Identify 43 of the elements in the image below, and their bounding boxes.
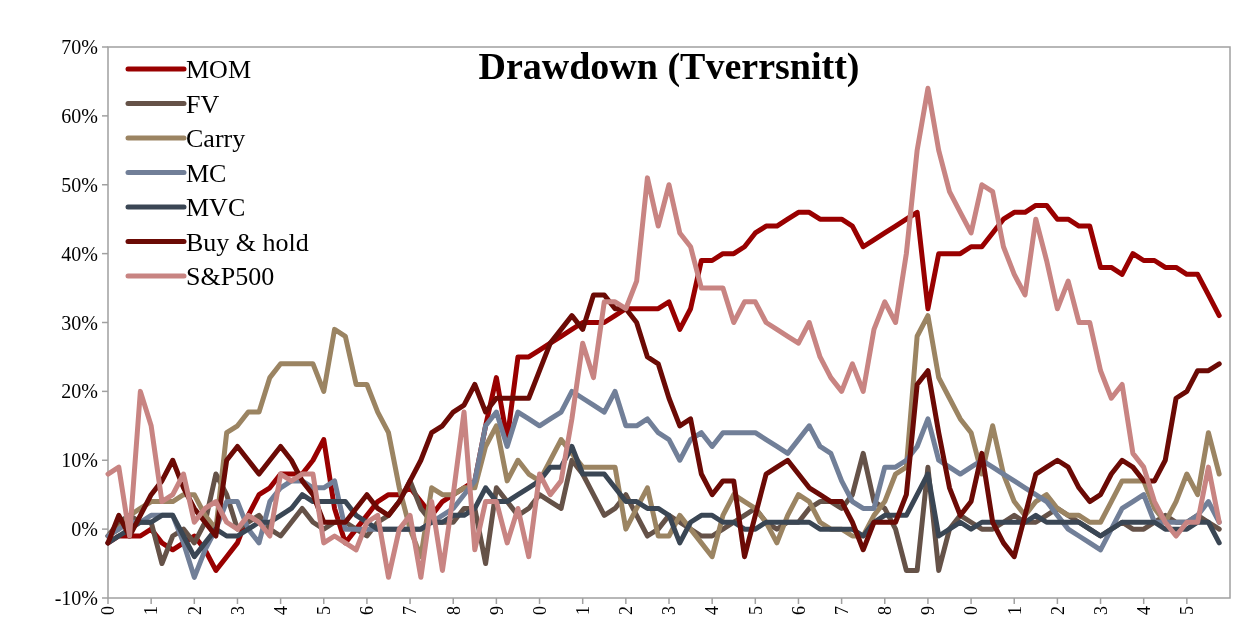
- y-tick-label: 70%: [61, 36, 98, 58]
- x-tick-label: 6: [788, 606, 809, 615]
- x-tick-label: 3: [1090, 606, 1111, 615]
- y-tick-label: -10%: [54, 587, 98, 609]
- x-tick-label: 2: [616, 606, 637, 615]
- legend-label: Carry: [186, 124, 246, 154]
- legend-label: FV: [186, 89, 220, 119]
- x-tick-label: 6: [357, 606, 378, 615]
- x-tick-label: 9: [486, 606, 507, 615]
- x-tick-label: 9: [918, 606, 939, 615]
- x-tick-label: 5: [745, 606, 766, 615]
- y-tick-label: 10%: [61, 449, 98, 472]
- y-tick-label: 40%: [61, 242, 98, 265]
- x-tick-label: 8: [875, 606, 896, 615]
- x-tick-label: 4: [270, 606, 291, 615]
- x-tick-label: 3: [659, 606, 680, 615]
- x-tick-label: 3: [227, 606, 248, 615]
- y-tick-label: 60%: [61, 104, 98, 127]
- x-tick-label: 5: [314, 606, 335, 615]
- x-tick-label: 0: [98, 606, 119, 615]
- legend-label: Buy & hold: [186, 227, 309, 257]
- x-tick-label: 4: [1133, 606, 1154, 615]
- x-tick-label: 5: [1177, 606, 1198, 615]
- x-tick-label: 8: [443, 606, 464, 615]
- y-tick-label: 20%: [61, 380, 98, 403]
- legend-label: MVC: [186, 193, 246, 223]
- x-tick-label: 7: [400, 606, 421, 615]
- x-tick-label: 0: [961, 606, 982, 615]
- y-tick-label: 0%: [71, 518, 98, 541]
- y-tick-label: 50%: [61, 173, 98, 196]
- legend-label: S&P500: [186, 262, 275, 292]
- x-tick-label: 1: [141, 606, 162, 615]
- x-tick-label: 1: [1004, 606, 1025, 615]
- x-tick-label: 2: [184, 606, 205, 615]
- x-tick-label: 0: [529, 606, 550, 615]
- x-tick-label: 4: [702, 606, 723, 615]
- x-tick-label: 1: [572, 606, 593, 615]
- chart-title: Drawdown (Tverrsnitt): [478, 45, 860, 88]
- y-tick-label: 30%: [61, 311, 98, 334]
- legend-label: MOM: [186, 55, 252, 85]
- legend-label: MC: [186, 158, 227, 188]
- x-tick-label: 7: [831, 606, 852, 615]
- x-tick-label: 2: [1047, 606, 1068, 615]
